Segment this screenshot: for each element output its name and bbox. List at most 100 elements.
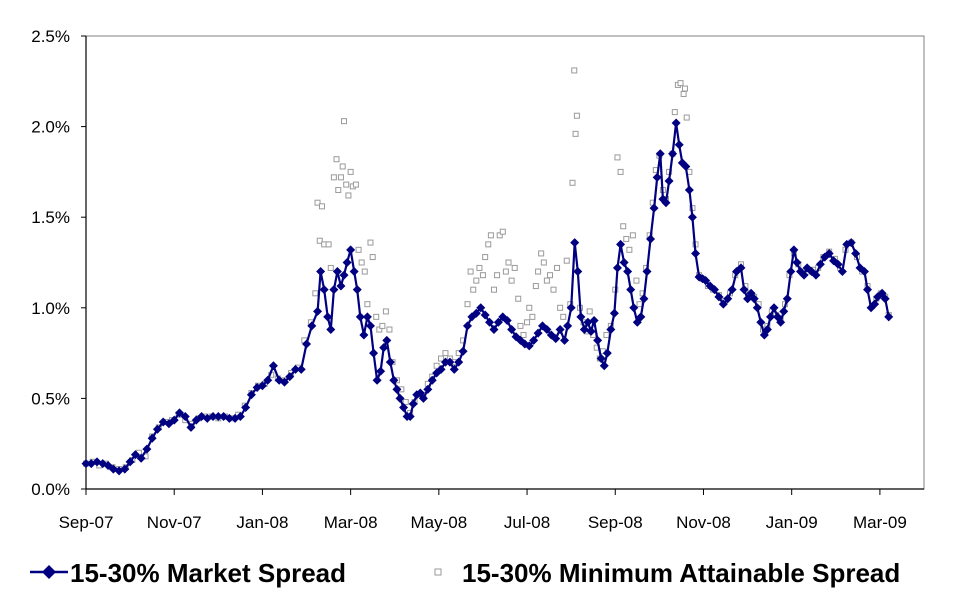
market-spread-point: [423, 384, 433, 394]
market-spread-point: [619, 258, 629, 267]
market-spread-point: [332, 267, 342, 277]
market-spread-point: [342, 258, 352, 267]
market-spread-point: [576, 312, 586, 322]
market-spread-point: [542, 325, 552, 335]
minimum-spread-point: [511, 264, 518, 271]
y-tick-label: 1.0%: [31, 299, 70, 318]
minimum-spread-point: [680, 90, 687, 97]
x-tick-label: Sep-07: [59, 513, 114, 532]
market-spread-point: [664, 176, 674, 186]
minimum-spread-point: [535, 268, 542, 275]
market-spread-point: [612, 263, 622, 273]
market-spread-point: [352, 285, 362, 295]
market-spread-point: [316, 267, 326, 277]
minimum-spread-point: [681, 85, 688, 92]
market-spread-point: [596, 354, 606, 364]
minimum-spread-point: [569, 179, 576, 186]
legend-label-market-spread: 15-30% Market Spread: [70, 558, 346, 588]
minimum-spread-point: [677, 80, 684, 87]
minimum-spread-point: [487, 232, 494, 239]
minimum-spread-point: [490, 286, 497, 293]
plot-area: [85, 35, 925, 490]
market-spread-point: [169, 415, 179, 425]
market-spread-point: [359, 330, 369, 340]
minimum-spread-point: [442, 350, 449, 357]
market-spread-point: [445, 357, 455, 367]
minimum-spread-point: [333, 156, 340, 163]
minimum-spread-point: [563, 257, 570, 264]
market-spread-point: [408, 399, 418, 409]
market-spread-point: [152, 424, 162, 434]
market-spread-point: [399, 402, 409, 412]
market-spread-point: [319, 285, 329, 295]
y-tick-label: 2.0%: [31, 118, 70, 137]
market-spread-point: [714, 292, 724, 302]
minimum-spread-point: [571, 67, 578, 74]
minimum-spread-point: [364, 301, 371, 308]
market-spread-point: [142, 444, 152, 454]
market-spread-point: [493, 317, 503, 327]
minimum-spread-point: [502, 268, 509, 275]
market-spread-point: [323, 312, 333, 322]
minimum-spread-point: [543, 277, 550, 284]
minimum-spread-point: [341, 118, 348, 125]
minimum-spread-point: [358, 259, 365, 266]
minimum-spread-point: [629, 232, 636, 239]
legend-swatch-minimum-spread-marker: [434, 568, 442, 576]
market-spread-point: [593, 335, 603, 345]
market-spread-point: [489, 325, 499, 335]
market-spread-point: [326, 325, 336, 335]
market-spread-point: [369, 348, 379, 358]
market-spread-point: [180, 412, 190, 422]
legend: 15-30% Market Spread 15-30% Minimum Atta…: [30, 558, 900, 588]
market-spread-point: [833, 259, 843, 269]
market-spread-point: [476, 303, 486, 313]
market-spread-point: [362, 312, 372, 322]
minimum-spread-point: [361, 268, 368, 275]
market-spread-point: [279, 377, 289, 387]
market-spread-point: [480, 310, 490, 320]
market-spread-point: [471, 308, 481, 318]
minimum-spread-point: [373, 313, 380, 320]
minimum-spread-point: [617, 168, 624, 175]
minimum-spread-point: [470, 286, 477, 293]
market-spread-point: [589, 315, 599, 325]
market-spread-point: [846, 238, 856, 248]
market-spread-point: [241, 402, 251, 412]
x-tick-label: Nov-07: [147, 513, 202, 532]
market-spread-point: [376, 366, 386, 376]
market-spread-point: [529, 335, 539, 345]
minimum-spread-point: [316, 237, 323, 244]
market-spread-point: [736, 263, 746, 273]
market-spread-point: [824, 248, 834, 258]
x-tick-label: Sep-08: [588, 513, 643, 532]
market-spread-point: [786, 267, 796, 277]
x-axis-ticks: Sep-07 Nov-07 Jan-08 Mar-08 May-08 Jul-08 Sep-…: [59, 489, 907, 532]
market-spread-point: [372, 375, 382, 385]
market-spread-point: [629, 303, 639, 313]
market-spread-point: [837, 267, 847, 277]
market-spread-point: [246, 390, 256, 400]
market-spread-point: [684, 185, 694, 195]
minimum-spread-point: [343, 181, 350, 188]
y-axis-ticks: 0.0% 0.5% 1.0% 1.5% 2.0% 2.5%: [31, 27, 86, 499]
market-spread-point: [779, 306, 789, 316]
minimum-spread-point: [314, 199, 321, 206]
market-spread-point: [136, 453, 146, 463]
market-spread-point: [385, 357, 395, 367]
minimum-spread-point: [337, 174, 344, 181]
market-spread-point: [649, 203, 659, 213]
market-spread-point: [560, 335, 570, 345]
minimum-spread-point: [538, 250, 545, 257]
market-spread-point: [626, 285, 636, 295]
market-spread-point: [213, 412, 223, 422]
market-spread-point: [851, 248, 861, 258]
minimum-spread-point: [550, 286, 557, 293]
minimum-spread-point: [327, 264, 334, 271]
market-spread-point: [681, 161, 691, 171]
market-spread-point: [296, 364, 306, 374]
market-spread-point: [752, 303, 762, 313]
market-spread-point: [789, 245, 799, 255]
market-spread-point: [355, 312, 365, 322]
